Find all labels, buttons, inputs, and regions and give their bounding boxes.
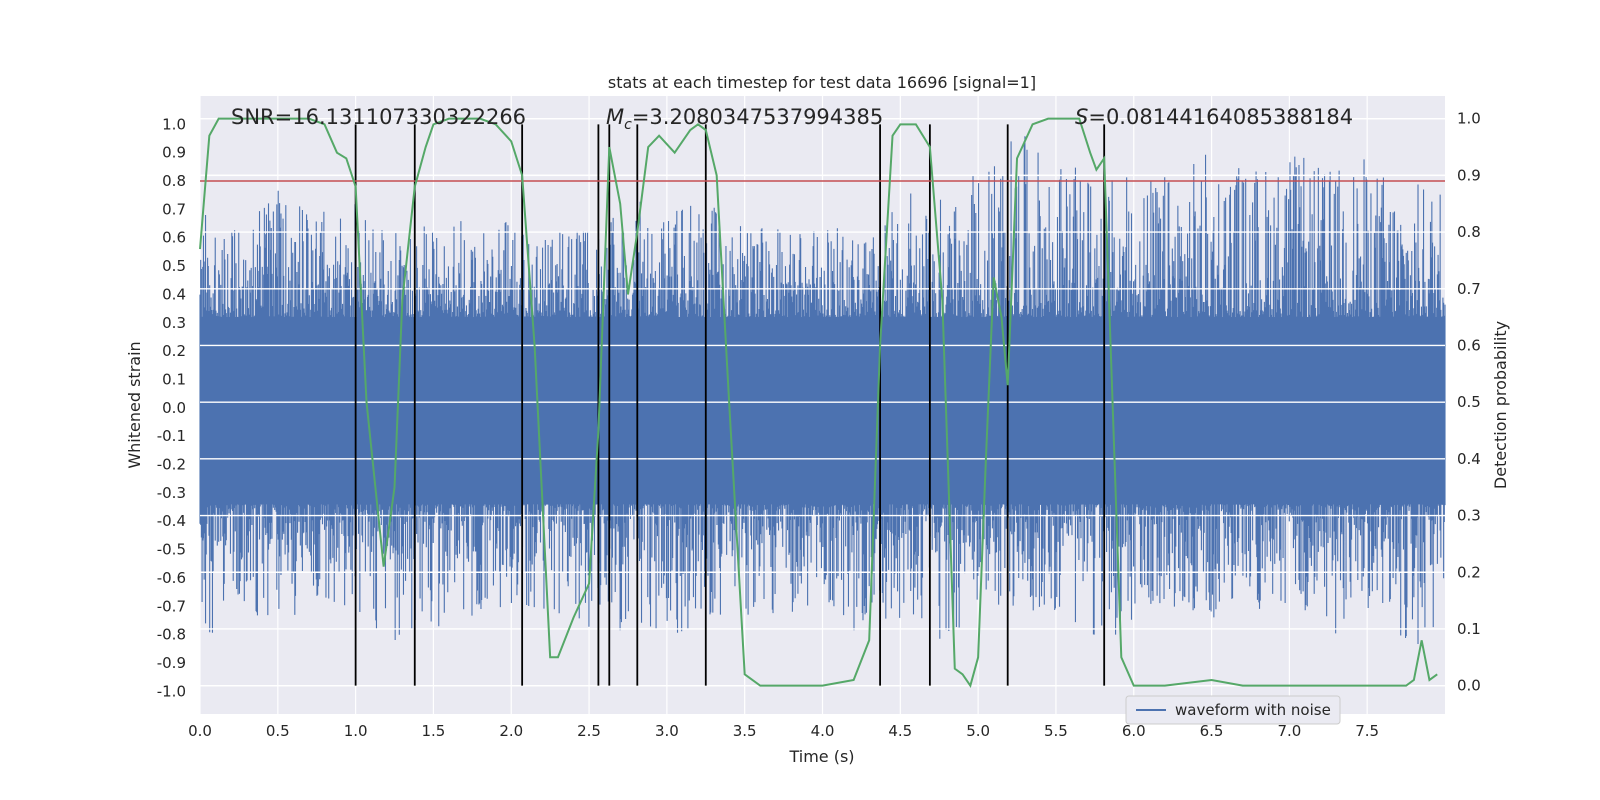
y-tick-label: -0.2 bbox=[157, 456, 186, 474]
x-tick-label: 0.5 bbox=[266, 722, 290, 740]
y-right-tick-label: 0.6 bbox=[1457, 336, 1481, 354]
y-tick-label: 1.0 bbox=[162, 115, 186, 133]
x-tick-label: 5.5 bbox=[1044, 722, 1068, 740]
y-right-tick-label: 0.4 bbox=[1457, 450, 1481, 468]
x-tick-label: 3.5 bbox=[733, 722, 757, 740]
y-tick-label: -0.3 bbox=[157, 484, 186, 502]
y-right-tick-label: 0.3 bbox=[1457, 507, 1481, 525]
x-tick-label: 3.0 bbox=[655, 722, 679, 740]
legend: waveform with noise bbox=[1125, 695, 1341, 725]
y-tick-label: -0.7 bbox=[157, 597, 186, 615]
y-right-tick-labels: 1.0 0.9 0.8 0.7 0.6 0.5 0.4 0.3 0.2 0.1 0.0 bbox=[1457, 110, 1481, 695]
x-tick-label: 1.5 bbox=[422, 722, 446, 740]
chirp-mass-annotation: Mc=3.2080347537994385 bbox=[606, 105, 883, 133]
s-annotation: S=0.08144164085388184 bbox=[1075, 105, 1353, 129]
s-symbol: S bbox=[1075, 105, 1088, 129]
x-tick-label: 5.0 bbox=[966, 722, 990, 740]
x-tick-label: 7.0 bbox=[1277, 722, 1301, 740]
x-tick-label: 2.5 bbox=[577, 722, 601, 740]
chirp-mass-value: =3.2080347537994385 bbox=[632, 105, 883, 129]
snr-annotation: SNR=16.131107330322266 bbox=[231, 105, 526, 129]
y-right-axis-label: Detection probability bbox=[1491, 321, 1510, 489]
x-tick-label: 2.0 bbox=[499, 722, 523, 740]
y-tick-label: 0.0 bbox=[162, 399, 186, 417]
y-tick-label: 0.4 bbox=[162, 285, 186, 303]
x-tick-label: 6.5 bbox=[1200, 722, 1224, 740]
x-tick-label: 0.0 bbox=[188, 722, 212, 740]
y-right-tick-label: 0.1 bbox=[1457, 620, 1481, 638]
x-tick-labels: 0.0 0.5 1.0 1.5 2.0 2.5 3.0 3.5 4.0 4.5 5.0 5.5 6.0 6… bbox=[188, 722, 1379, 740]
detection-probability-line bbox=[199, 117, 1438, 688]
chirp-mass-subscript: c bbox=[624, 117, 632, 133]
y-tick-label: 0.2 bbox=[162, 342, 186, 360]
y-axis-label: Whitened strain bbox=[125, 341, 144, 468]
y-right-tick-label: 0.5 bbox=[1457, 393, 1481, 411]
chart-title: stats at each timestep for test data 166… bbox=[608, 73, 1036, 92]
x-tick-label: 4.5 bbox=[888, 722, 912, 740]
y-right-tick-label: 1.0 bbox=[1457, 110, 1481, 128]
x-tick-label: 6.0 bbox=[1122, 722, 1146, 740]
y-tick-label: -0.6 bbox=[157, 569, 186, 587]
y-right-tick-label: 0.2 bbox=[1457, 563, 1481, 581]
y-tick-labels: 1.0 0.9 0.8 0.7 0.6 0.5 0.4 0.3 0.2 0.1 0.0 -0.1 -0.… bbox=[157, 115, 186, 700]
y-tick-label: 0.3 bbox=[162, 314, 186, 332]
waveform-core-band bbox=[200, 317, 1445, 505]
chirp-mass-symbol: M bbox=[606, 105, 624, 129]
legend-entry: waveform with noise bbox=[1175, 701, 1331, 719]
legend-box bbox=[1125, 695, 1341, 725]
y-right-tick-label: 0.8 bbox=[1457, 223, 1481, 241]
y-tick-label: 0.1 bbox=[162, 370, 186, 388]
y-tick-label: 0.8 bbox=[162, 172, 186, 190]
y-tick-label: -1.0 bbox=[157, 682, 186, 700]
y-right-tick-label: 0.7 bbox=[1457, 280, 1481, 298]
x-axis-label: Time (s) bbox=[788, 747, 854, 766]
y-tick-label: -0.1 bbox=[157, 427, 186, 445]
y-tick-label: 0.5 bbox=[162, 257, 186, 275]
s-value: =0.08144164085388184 bbox=[1088, 105, 1353, 129]
y-tick-label: -0.5 bbox=[157, 541, 186, 559]
y-right-tick-label: 0.0 bbox=[1457, 677, 1481, 695]
y-right-tick-label: 0.9 bbox=[1457, 166, 1481, 184]
y-tick-label: 0.6 bbox=[162, 229, 186, 247]
x-tick-label: 4.0 bbox=[811, 722, 835, 740]
y-tick-label: -0.8 bbox=[157, 626, 186, 644]
y-tick-label: 0.9 bbox=[162, 144, 186, 162]
x-tick-label: 1.0 bbox=[344, 722, 368, 740]
x-tick-label: 7.5 bbox=[1355, 722, 1379, 740]
y-tick-label: -0.9 bbox=[157, 654, 186, 672]
y-tick-label: -0.4 bbox=[157, 512, 186, 530]
y-tick-label: 0.7 bbox=[162, 200, 186, 218]
